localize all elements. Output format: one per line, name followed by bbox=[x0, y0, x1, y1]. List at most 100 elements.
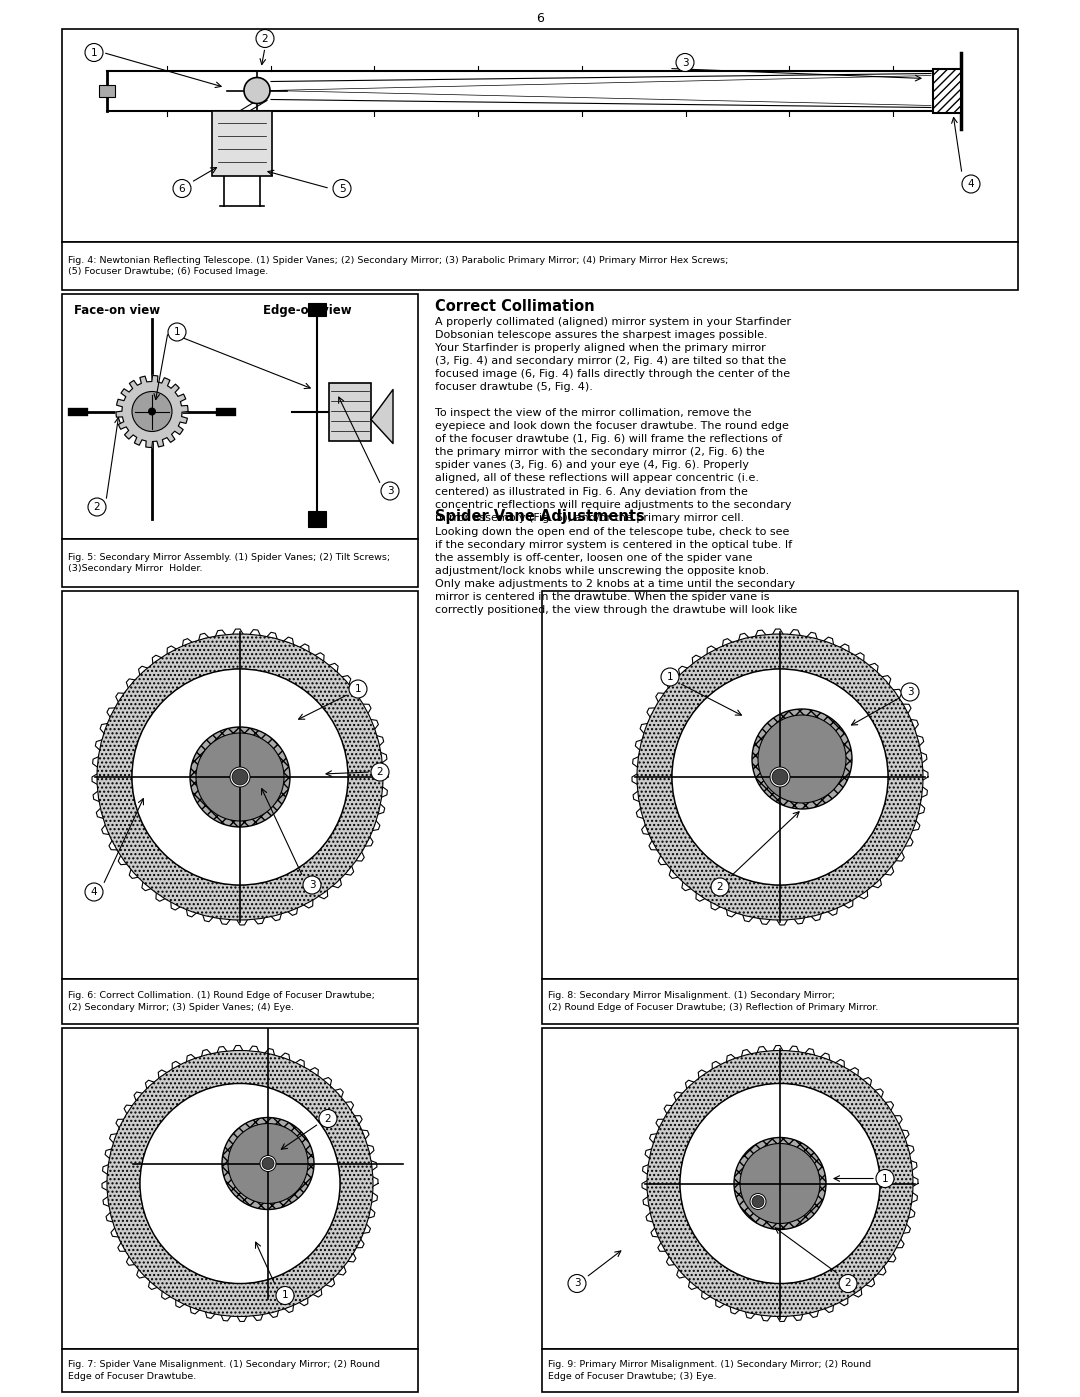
Circle shape bbox=[140, 1084, 340, 1284]
Circle shape bbox=[876, 1169, 894, 1187]
Bar bbox=[62, 591, 418, 979]
Bar bbox=[212, 110, 272, 176]
Bar bbox=[933, 68, 961, 113]
Wedge shape bbox=[647, 1051, 913, 1316]
Text: 2: 2 bbox=[94, 502, 100, 511]
Circle shape bbox=[132, 391, 172, 432]
Circle shape bbox=[349, 680, 367, 698]
Bar bbox=[62, 979, 418, 1024]
Text: Fig. 4: Newtonian Reflecting Telescope. (1) Spider Vanes; (2) Secondary Mirror; : Fig. 4: Newtonian Reflecting Telescope. … bbox=[68, 256, 728, 277]
Text: 2: 2 bbox=[377, 767, 383, 777]
Circle shape bbox=[303, 876, 321, 894]
Text: Fig. 9: Primary Mirror Misalignment. (1) Secondary Mirror; (2) Round
Edge of Foc: Fig. 9: Primary Mirror Misalignment. (1)… bbox=[548, 1361, 872, 1380]
Text: 2: 2 bbox=[717, 882, 724, 893]
Circle shape bbox=[173, 179, 191, 197]
Wedge shape bbox=[97, 634, 383, 921]
Circle shape bbox=[132, 669, 348, 886]
Text: 1: 1 bbox=[282, 1291, 288, 1301]
Circle shape bbox=[770, 767, 789, 787]
Circle shape bbox=[752, 1196, 764, 1207]
Text: Fig. 8: Secondary Mirror Misalignment. (1) Secondary Mirror;
(2) Round Edge of F: Fig. 8: Secondary Mirror Misalignment. (… bbox=[548, 990, 878, 1011]
Circle shape bbox=[260, 1155, 276, 1172]
Bar bbox=[329, 383, 372, 440]
Polygon shape bbox=[372, 390, 393, 443]
Circle shape bbox=[740, 1144, 820, 1224]
Text: 3: 3 bbox=[681, 57, 688, 67]
Text: 3: 3 bbox=[907, 687, 914, 697]
Circle shape bbox=[222, 1118, 314, 1210]
Text: 1: 1 bbox=[91, 47, 97, 57]
Circle shape bbox=[230, 767, 249, 787]
Bar bbox=[308, 303, 326, 316]
Bar bbox=[542, 1028, 1018, 1350]
Text: Spider Vane Adjustments: Spider Vane Adjustments bbox=[435, 509, 645, 524]
Circle shape bbox=[568, 1274, 586, 1292]
Text: 3: 3 bbox=[573, 1278, 580, 1288]
Text: Fig. 5: Secondary Mirror Assembly. (1) Spider Vanes; (2) Tilt Screws;
(3)Seconda: Fig. 5: Secondary Mirror Assembly. (1) S… bbox=[68, 553, 390, 573]
Text: 3: 3 bbox=[387, 486, 393, 496]
Circle shape bbox=[232, 768, 248, 785]
Text: A properly collimated (aligned) mirror system in your Starfinder
Dobsonian teles: A properly collimated (aligned) mirror s… bbox=[435, 317, 792, 522]
Text: Face-on view: Face-on view bbox=[73, 305, 160, 317]
Bar bbox=[62, 29, 1018, 242]
Circle shape bbox=[228, 1123, 308, 1203]
Text: 5: 5 bbox=[339, 183, 346, 194]
Circle shape bbox=[676, 53, 694, 71]
Bar bbox=[62, 539, 418, 587]
Text: 4: 4 bbox=[968, 179, 974, 189]
Circle shape bbox=[839, 1274, 858, 1292]
Text: Fig. 6: Correct Collimation. (1) Round Edge of Focuser Drawtube;
(2) Secondary M: Fig. 6: Correct Collimation. (1) Round E… bbox=[68, 990, 375, 1011]
Wedge shape bbox=[107, 1051, 373, 1316]
Text: 1: 1 bbox=[354, 685, 362, 694]
Polygon shape bbox=[116, 376, 188, 447]
Text: 6: 6 bbox=[536, 13, 544, 25]
Bar bbox=[542, 979, 1018, 1024]
Text: 6: 6 bbox=[178, 183, 186, 194]
Text: Fig. 7: Spider Vane Misalignment. (1) Secondary Mirror; (2) Round
Edge of Focuse: Fig. 7: Spider Vane Misalignment. (1) Se… bbox=[68, 1361, 380, 1380]
Text: 2: 2 bbox=[261, 34, 268, 43]
Circle shape bbox=[244, 77, 270, 103]
Text: Correct Collimation: Correct Collimation bbox=[435, 299, 595, 314]
Circle shape bbox=[85, 43, 103, 61]
Circle shape bbox=[734, 1137, 826, 1229]
Circle shape bbox=[148, 408, 156, 415]
Circle shape bbox=[750, 1193, 766, 1210]
Polygon shape bbox=[92, 629, 388, 925]
Circle shape bbox=[772, 768, 788, 785]
Bar bbox=[62, 1350, 418, 1391]
Text: 2: 2 bbox=[325, 1113, 332, 1123]
Polygon shape bbox=[642, 1045, 918, 1322]
Circle shape bbox=[672, 669, 888, 886]
Circle shape bbox=[319, 1109, 337, 1127]
Circle shape bbox=[962, 175, 980, 193]
Circle shape bbox=[901, 683, 919, 701]
Bar bbox=[542, 1350, 1018, 1391]
Circle shape bbox=[711, 877, 729, 895]
Text: 2: 2 bbox=[845, 1278, 851, 1288]
Text: 3: 3 bbox=[309, 880, 315, 890]
Circle shape bbox=[680, 1084, 880, 1284]
Circle shape bbox=[195, 733, 284, 821]
Circle shape bbox=[256, 29, 274, 47]
Circle shape bbox=[87, 497, 106, 515]
Text: 1: 1 bbox=[881, 1173, 889, 1183]
Circle shape bbox=[190, 726, 291, 827]
Text: 4: 4 bbox=[91, 887, 97, 897]
Circle shape bbox=[85, 883, 103, 901]
Circle shape bbox=[276, 1287, 294, 1305]
Polygon shape bbox=[102, 1045, 378, 1322]
Bar bbox=[99, 84, 114, 96]
Circle shape bbox=[661, 668, 679, 686]
Circle shape bbox=[333, 179, 351, 197]
Bar bbox=[62, 293, 418, 539]
Text: 1: 1 bbox=[666, 672, 673, 682]
Bar bbox=[62, 1028, 418, 1350]
Text: Looking down the open end of the telescope tube, check to see
if the secondary m: Looking down the open end of the telesco… bbox=[435, 527, 797, 615]
Wedge shape bbox=[637, 634, 923, 921]
Circle shape bbox=[381, 482, 399, 500]
Circle shape bbox=[758, 715, 846, 803]
Circle shape bbox=[262, 1158, 274, 1169]
Bar bbox=[542, 591, 1018, 979]
Circle shape bbox=[372, 763, 389, 781]
Circle shape bbox=[752, 710, 852, 809]
